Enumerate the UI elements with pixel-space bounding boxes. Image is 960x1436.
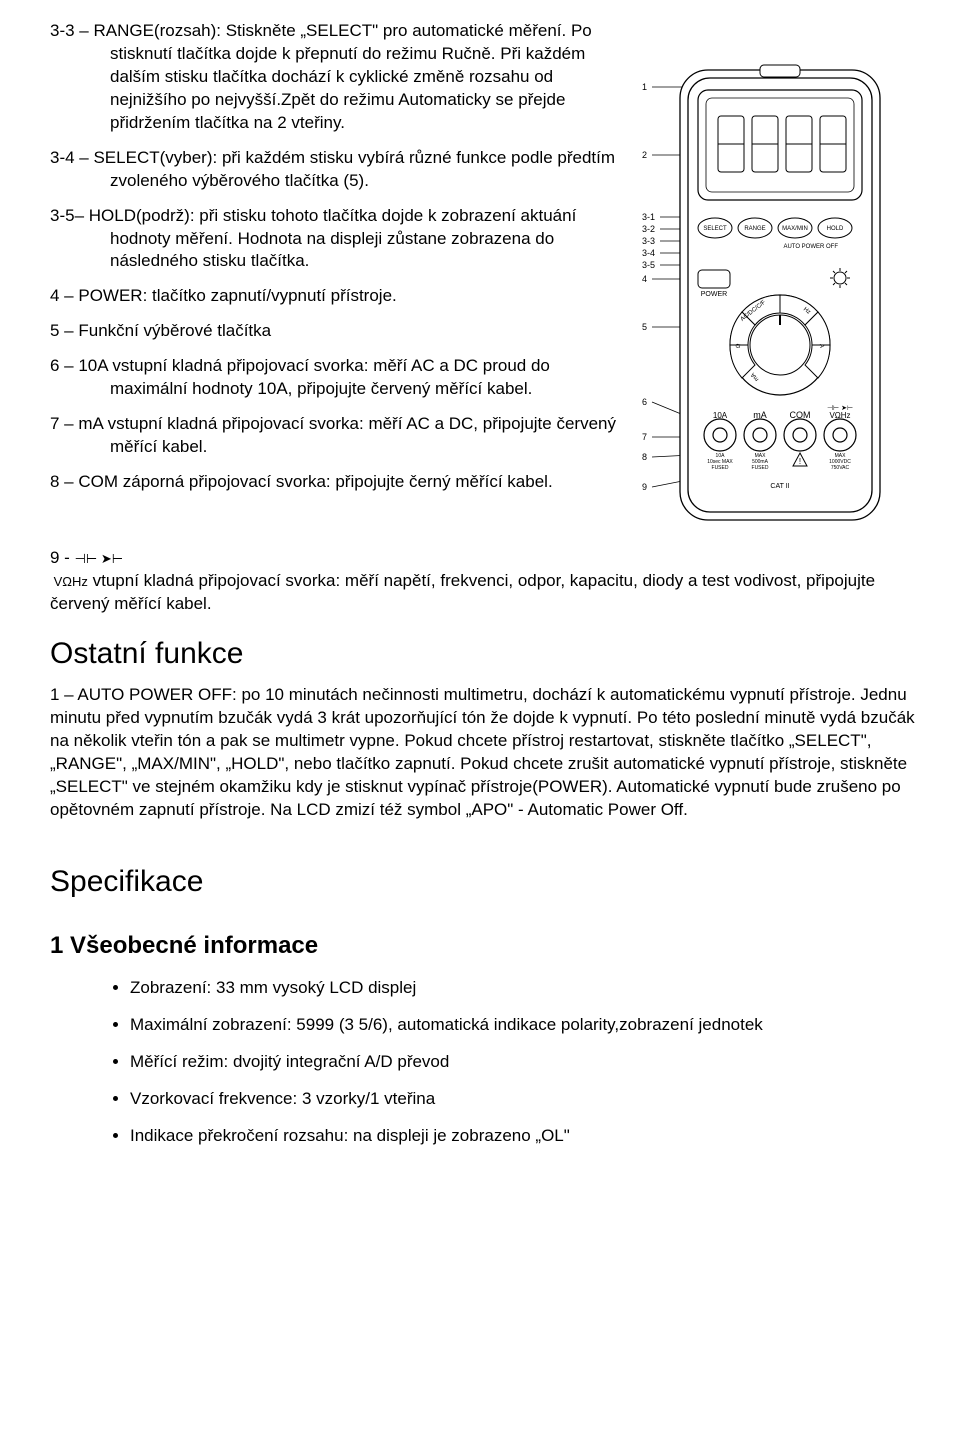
spec-item: Měřící režim: dvojitý integrační A/D pře… [130, 1051, 920, 1074]
item-3-4: 3-4 – SELECT(vyber): při každém stisku v… [50, 147, 630, 193]
svg-text:FUSED: FUSED [712, 465, 729, 471]
heading-specifikace: Specifikace [50, 862, 920, 903]
btn-hold-label: HOLD [827, 226, 844, 232]
item-3-5: 3-5– HOLD(podrž): při stisku tohoto tlač… [50, 205, 630, 274]
heading-ostatni-funkce: Ostatní funkce [50, 634, 920, 675]
power-label: POWER [701, 291, 727, 298]
spec-item: Maximální zobrazení: 5999 (3 5/6), autom… [130, 1014, 920, 1037]
svg-text:A: A [818, 344, 824, 349]
svg-text:6: 6 [642, 397, 647, 407]
svg-text:3-4: 3-4 [642, 248, 655, 258]
svg-text:3-3: 3-3 [642, 236, 655, 246]
svg-text:1: 1 [642, 82, 647, 92]
item-3-3: 3-3 – RANGE(rozsah): Stiskněte „SELECT" … [50, 20, 630, 135]
multimeter-diagram: 1 2 3-1 3-2 3-3 3-4 3-5 4 5 6 7 8 9 [640, 60, 920, 547]
spec-list: Zobrazení: 33 mm vysoký LCD displej Maxi… [50, 977, 920, 1148]
svg-text:5: 5 [642, 322, 647, 332]
item-6: 6 – 10A vstupní kladná připojovací svork… [50, 355, 630, 401]
spec-item: Zobrazení: 33 mm vysoký LCD displej [130, 977, 920, 1000]
item-4: 4 – POWER: tlačítko zapnutí/vypnutí přís… [50, 285, 630, 308]
item-9: 9 - ⊣⊢ ➤⊢ VΩHz vtupní kladná připojovací… [50, 547, 920, 616]
item-7: 7 – mA vstupní kladná připojovací svorka… [50, 413, 630, 459]
cat-label: CAT II [770, 483, 789, 490]
item-8: 8 – COM záporná připojovací svorka: přip… [50, 471, 630, 494]
heading-vseobecne: 1 Všeobecné informace [50, 930, 920, 962]
svg-text:⊣⊢ ➤⊢: ⊣⊢ ➤⊢ [827, 405, 853, 412]
svg-text:3-5: 3-5 [642, 260, 655, 270]
svg-text:!: ! [799, 457, 801, 466]
svg-text:3-1: 3-1 [642, 212, 655, 222]
svg-text:7: 7 [642, 432, 647, 442]
jack-10a-label: 10A [713, 411, 728, 420]
btn-maxmin-label: MAX/MIN [782, 226, 808, 232]
jack-ma-label: mA [753, 410, 767, 420]
svg-text:750VAC: 750VAC [831, 465, 850, 471]
spec-item: Vzorkovací frekvence: 3 vzorky/1 vteřina [130, 1088, 920, 1111]
svg-text:4: 4 [642, 274, 647, 284]
spec-item: Indikace překročení rozsahu: na displeji… [130, 1125, 920, 1148]
item-5: 5 – Funkční výběrové tlačítka [50, 320, 630, 343]
svg-text:8: 8 [642, 452, 647, 462]
apo-label: AUTO POWER OFF [783, 244, 838, 250]
svg-text:2: 2 [642, 150, 647, 160]
svg-text:3-2: 3-2 [642, 224, 655, 234]
btn-range-label: RANGE [744, 226, 765, 232]
btn-select-label: SELECT [703, 226, 727, 232]
svg-text:9: 9 [642, 482, 647, 492]
jack-vohz-label: VΩHz [829, 411, 850, 420]
jack-com-label: COM [790, 410, 811, 420]
ostatni-body: 1 – AUTO POWER OFF: po 10 minutách nečin… [50, 684, 920, 822]
svg-text:FUSED: FUSED [752, 465, 769, 471]
